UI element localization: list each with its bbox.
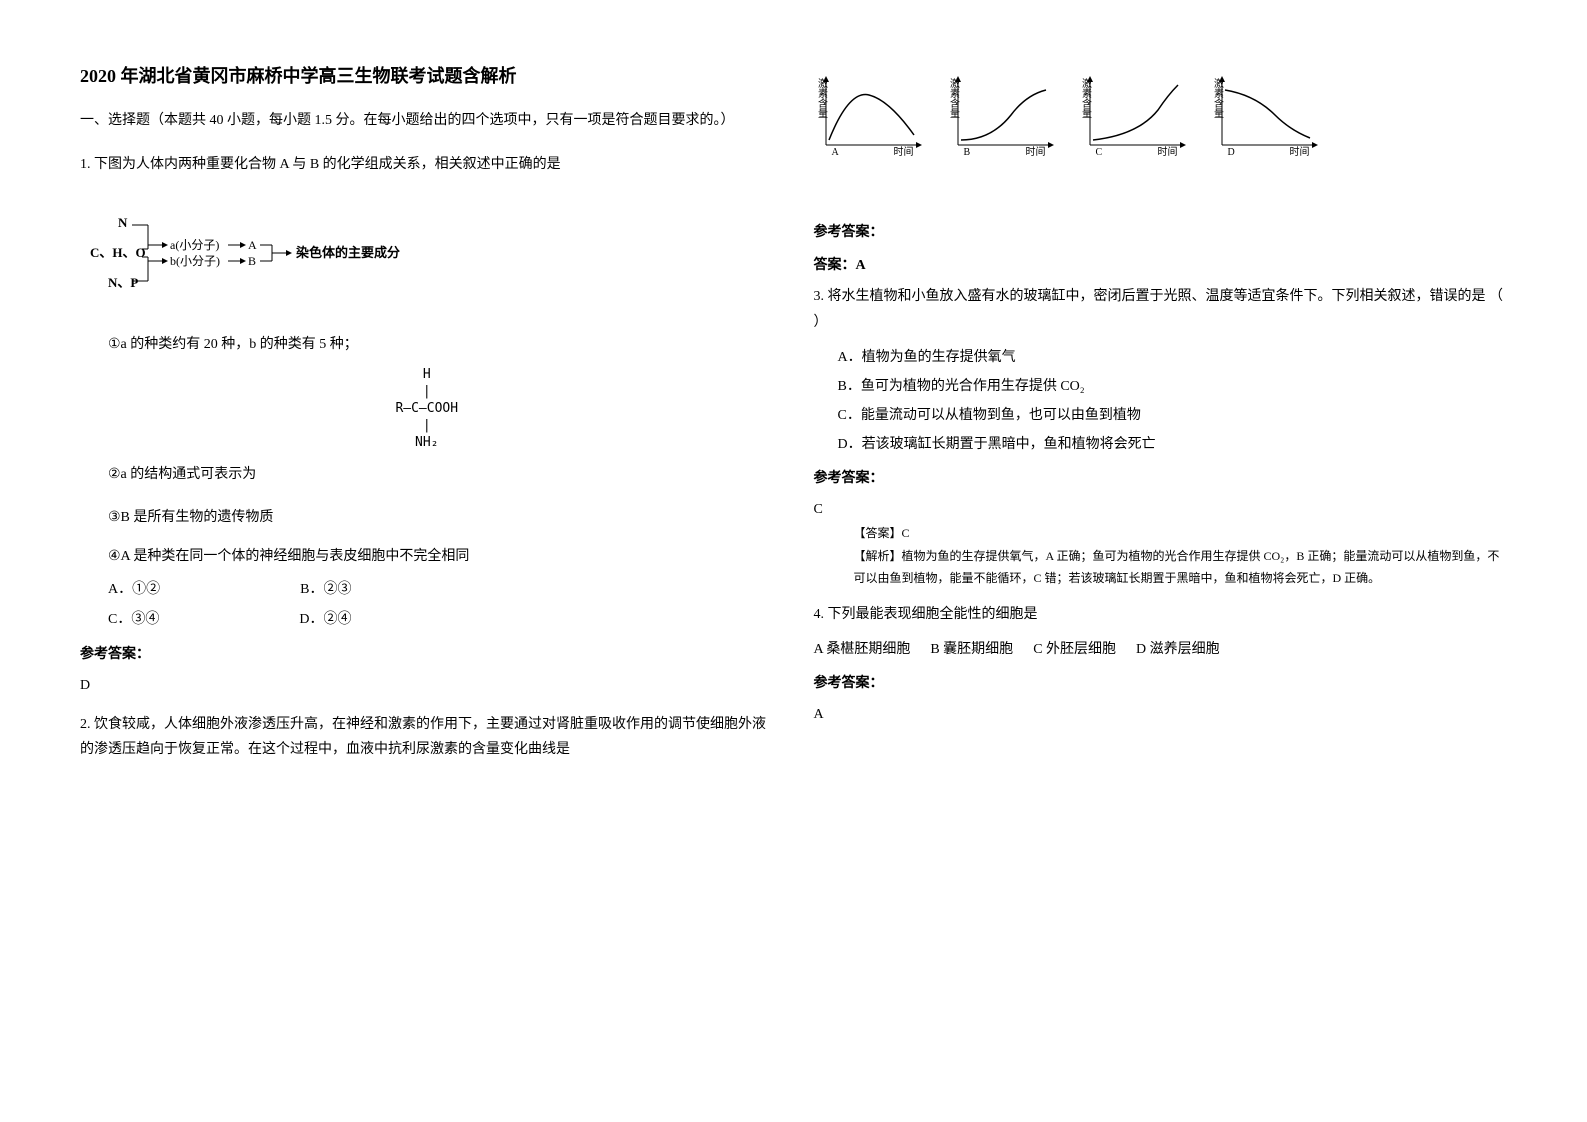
chart-C-ylabel: 激素含量 xyxy=(1076,78,1094,118)
question-3: 3. 将水生植物和小鱼放入盛有水的玻璃缸中，密闭后置于光照、温度等适宜条件下。下… xyxy=(814,284,1508,590)
section-intro: 一、选择题（本题共 40 小题，每小题 1.5 分。在每小题给出的四个选项中，只… xyxy=(80,108,774,133)
q2-charts: 激素含量 A 时间 激素含量 B 时间 激素含量 C 时间 激素含量 D 时间 xyxy=(814,70,1508,160)
d-final: 染色体的主要成分 xyxy=(295,245,400,260)
q3-stem: 3. 将水生植物和小鱼放入盛有水的玻璃缸中，密闭后置于光照、温度等适宜条件下。下… xyxy=(814,284,1508,334)
d-a: a(小分子) xyxy=(170,238,219,252)
left-column: 2020 年湖北省黄冈市麻桥中学高三生物联考试题含解析 一、选择题（本题共 40… xyxy=(80,60,774,774)
q3-b: B．鱼可为植物的光合作用生存提供 CO₂ xyxy=(838,374,1508,399)
curve-D xyxy=(1225,90,1310,138)
q1-optC: C．③④ xyxy=(108,607,159,632)
question-4: 4. 下列最能表现细胞全能性的细胞是 A 桑椹胚期细胞 B 囊胚期细胞 C 外胚… xyxy=(814,602,1508,727)
curve-C xyxy=(1093,85,1178,140)
q3-expl: 【解析】植物为鱼的生存提供氧气，A 正确；鱼可为植物的光合作用生存提供 CO₂，… xyxy=(854,545,1508,591)
q4-stem: 4. 下列最能表现细胞全能性的细胞是 xyxy=(814,602,1508,627)
d-n: N xyxy=(118,215,128,230)
q3-expl-h: 【答案】C xyxy=(854,522,1508,545)
q1-ans: D xyxy=(80,673,774,698)
d-b: b(小分子) xyxy=(170,254,220,268)
q4-ans: A xyxy=(814,702,1508,727)
q1-optB: B．②③ xyxy=(300,577,351,602)
d-cho: C、H、O xyxy=(90,245,146,260)
page-title: 2020 年湖北省黄冈市麻桥中学高三生物联考试题含解析 xyxy=(80,60,774,92)
q1-diagram: N C、H、O N、P a(小分子) A b(小分子) xyxy=(80,201,440,318)
q3-ans: C xyxy=(814,497,1508,522)
amino-nh2: NH₂ xyxy=(80,435,774,452)
q4-b: B 囊胚期细胞 xyxy=(930,637,1013,662)
q1-s3: ③B 是所有生物的遗传物质 xyxy=(108,505,774,530)
amino-mid: R—C—COOH xyxy=(80,401,774,418)
q1-s2: ②a 的结构通式可表示为 xyxy=(108,462,774,487)
q4-c: C 外胚层细胞 xyxy=(1033,637,1116,662)
q1-optA: A．①② xyxy=(108,577,160,602)
chart-C-xlabel: 时间 xyxy=(1158,144,1178,162)
q1-ans-h: 参考答案： xyxy=(80,642,774,667)
q1-s1: ①a 的种类约有 20 种，b 的种类有 5 种； xyxy=(108,332,774,357)
q3-a: A．植物为鱼的生存提供氧气 xyxy=(838,345,1508,370)
q4-ans-h: 参考答案： xyxy=(814,671,1508,696)
q1-s4: ④A 是种类在同一个体的神经细胞与表皮细胞中不完全相同 xyxy=(108,544,774,569)
q2-ans-h: 参考答案： xyxy=(814,220,1508,245)
chart-B-ylabel: 激素含量 xyxy=(944,78,962,118)
amino-h: H xyxy=(80,367,774,384)
flow-svg: N C、H、O N、P a(小分子) A b(小分子) xyxy=(90,211,430,301)
q3-d: D．若该玻璃缸长期置于黑暗中，鱼和植物将会死亡 xyxy=(838,432,1508,457)
q2-stem: 2. 饮食较咸，人体细胞外液渗透压升高，在神经和激素的作用下，主要通过对肾脏重吸… xyxy=(80,712,774,762)
q1-stem: 1. 下图为人体内两种重要化合物 A 与 B 的化学组成关系，相关叙述中正确的是 xyxy=(80,152,774,177)
chart-B: 激素含量 B 时间 xyxy=(946,70,1066,160)
q1-optD: D．②④ xyxy=(299,607,351,632)
question-2: 2. 饮食较咸，人体细胞外液渗透压升高，在神经和激素的作用下，主要通过对肾脏重吸… xyxy=(80,712,774,762)
curve-B xyxy=(961,90,1046,140)
chart-D-ylabel: 激素含量 xyxy=(1208,78,1226,118)
amino-bar1: | xyxy=(80,384,774,401)
q4-a: A 桑椹胚期细胞 xyxy=(814,637,911,662)
chart-A-xlabel: 时间 xyxy=(894,144,914,162)
chart-D-xlabel: 时间 xyxy=(1290,144,1310,162)
right-column: 激素含量 A 时间 激素含量 B 时间 激素含量 C 时间 激素含量 D 时间 … xyxy=(814,60,1508,774)
chart-D: 激素含量 D 时间 xyxy=(1210,70,1330,160)
q4-d: D 滋养层细胞 xyxy=(1136,637,1220,662)
chart-A-ylabel: 激素含量 xyxy=(812,78,830,118)
q3-ans-h: 参考答案： xyxy=(814,466,1508,491)
q3-c: C．能量流动可以从植物到鱼，也可以由鱼到植物 xyxy=(838,403,1508,428)
question-1: 1. 下图为人体内两种重要化合物 A 与 B 的化学组成关系，相关叙述中正确的是… xyxy=(80,152,774,699)
q2-ans: 答案：A xyxy=(814,253,1508,278)
d-B: B xyxy=(248,254,256,268)
d-np: N、P xyxy=(108,275,138,290)
chart-A-label: A xyxy=(832,144,839,162)
chart-A: 激素含量 A 时间 xyxy=(814,70,934,160)
chart-D-label: D xyxy=(1228,144,1235,162)
chart-C-label: C xyxy=(1096,144,1103,162)
amino-formula: H | R—C—COOH | NH₂ xyxy=(80,367,774,451)
chart-B-xlabel: 时间 xyxy=(1026,144,1046,162)
d-A: A xyxy=(248,238,257,252)
q1-options: A．①② B．②③ C．③④ D．②④ xyxy=(108,577,774,631)
q4-options: A 桑椹胚期细胞 B 囊胚期细胞 C 外胚层细胞 D 滋养层细胞 xyxy=(814,637,1508,662)
amino-bar2: | xyxy=(80,418,774,435)
curve-A xyxy=(829,95,914,140)
chart-B-label: B xyxy=(964,144,971,162)
chart-C: 激素含量 C 时间 xyxy=(1078,70,1198,160)
